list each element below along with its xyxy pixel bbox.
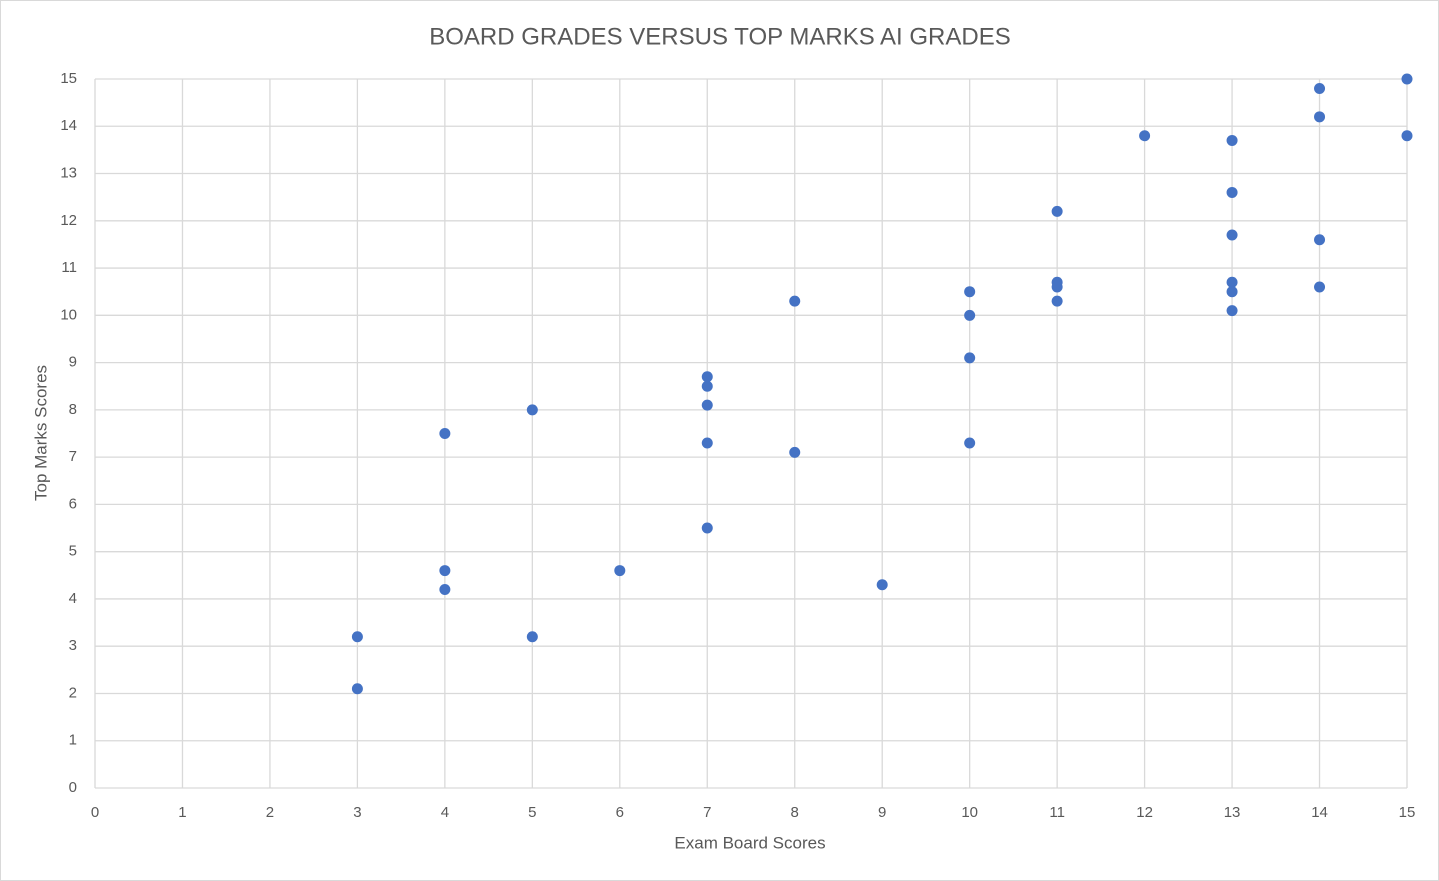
x-tick-label: 1 — [178, 804, 186, 821]
point — [701, 522, 713, 534]
point — [351, 631, 363, 643]
point — [1401, 130, 1413, 142]
y-tick-label: 7 — [69, 448, 77, 465]
x-tick-label: 10 — [961, 804, 978, 821]
x-tick-label: 11 — [1049, 804, 1065, 821]
point — [1314, 281, 1326, 293]
point — [1226, 134, 1238, 146]
point — [1226, 186, 1238, 198]
y-tick-label: 8 — [69, 401, 77, 418]
point — [526, 404, 538, 416]
x-tick-label: 0 — [91, 804, 99, 821]
y-tick-label: 4 — [69, 590, 77, 607]
point — [964, 437, 976, 449]
point — [1051, 281, 1063, 293]
point — [964, 352, 976, 364]
point — [351, 683, 363, 695]
point — [1226, 286, 1238, 298]
point — [1314, 82, 1326, 94]
point — [526, 631, 538, 643]
point — [701, 371, 713, 383]
x-tick-label: 7 — [703, 804, 711, 821]
point — [701, 380, 713, 392]
point — [789, 446, 801, 458]
point — [1314, 111, 1326, 123]
x-tick-label: 5 — [528, 804, 536, 821]
y-tick-label: 9 — [69, 354, 77, 371]
y-tick-label: 2 — [69, 684, 77, 701]
x-tick-label: 2 — [266, 804, 274, 821]
point — [439, 565, 451, 577]
point — [1226, 229, 1238, 241]
point — [876, 579, 888, 591]
x-tick-label: 12 — [1136, 804, 1153, 821]
point — [1051, 295, 1063, 307]
y-tick-label: 3 — [69, 637, 77, 654]
point — [964, 286, 976, 298]
point — [439, 583, 451, 595]
point — [1314, 234, 1326, 246]
y-axis-label: Top Marks Scores — [31, 365, 50, 501]
point — [964, 309, 976, 321]
x-axis-label: Exam Board Scores — [674, 833, 825, 852]
y-tick-label: 10 — [60, 306, 77, 323]
x-tick-label: 8 — [791, 804, 799, 821]
y-tick-label: 5 — [69, 543, 77, 560]
point — [614, 565, 626, 577]
point — [1401, 73, 1413, 85]
point — [1139, 130, 1151, 142]
y-tick-label: 6 — [69, 495, 77, 512]
y-tick-label: 13 — [60, 165, 77, 182]
x-tick-label: 9 — [878, 804, 886, 821]
y-tick-label: 11 — [61, 259, 77, 276]
y-tick-label: 14 — [60, 117, 77, 134]
point — [1226, 305, 1238, 317]
x-tick-label: 15 — [1399, 804, 1416, 821]
x-tick-label: 6 — [616, 804, 624, 821]
point — [701, 437, 713, 449]
point — [439, 428, 451, 439]
point — [1226, 276, 1238, 288]
y-tick-label: 12 — [60, 212, 77, 229]
x-tick-label: 3 — [353, 804, 361, 821]
point — [701, 399, 713, 411]
point — [789, 295, 801, 307]
x-tick-label: 13 — [1224, 804, 1241, 821]
x-tick-label: 14 — [1311, 804, 1328, 821]
chart-title: BOARD GRADES VERSUS TOP MARKS AI GRADES — [429, 23, 1011, 50]
x-tick-label: 4 — [441, 804, 449, 821]
point — [1051, 205, 1063, 217]
y-tick-label: 15 — [60, 70, 77, 87]
y-tick-label: 1 — [69, 732, 77, 749]
y-tick-label: 0 — [69, 779, 77, 796]
